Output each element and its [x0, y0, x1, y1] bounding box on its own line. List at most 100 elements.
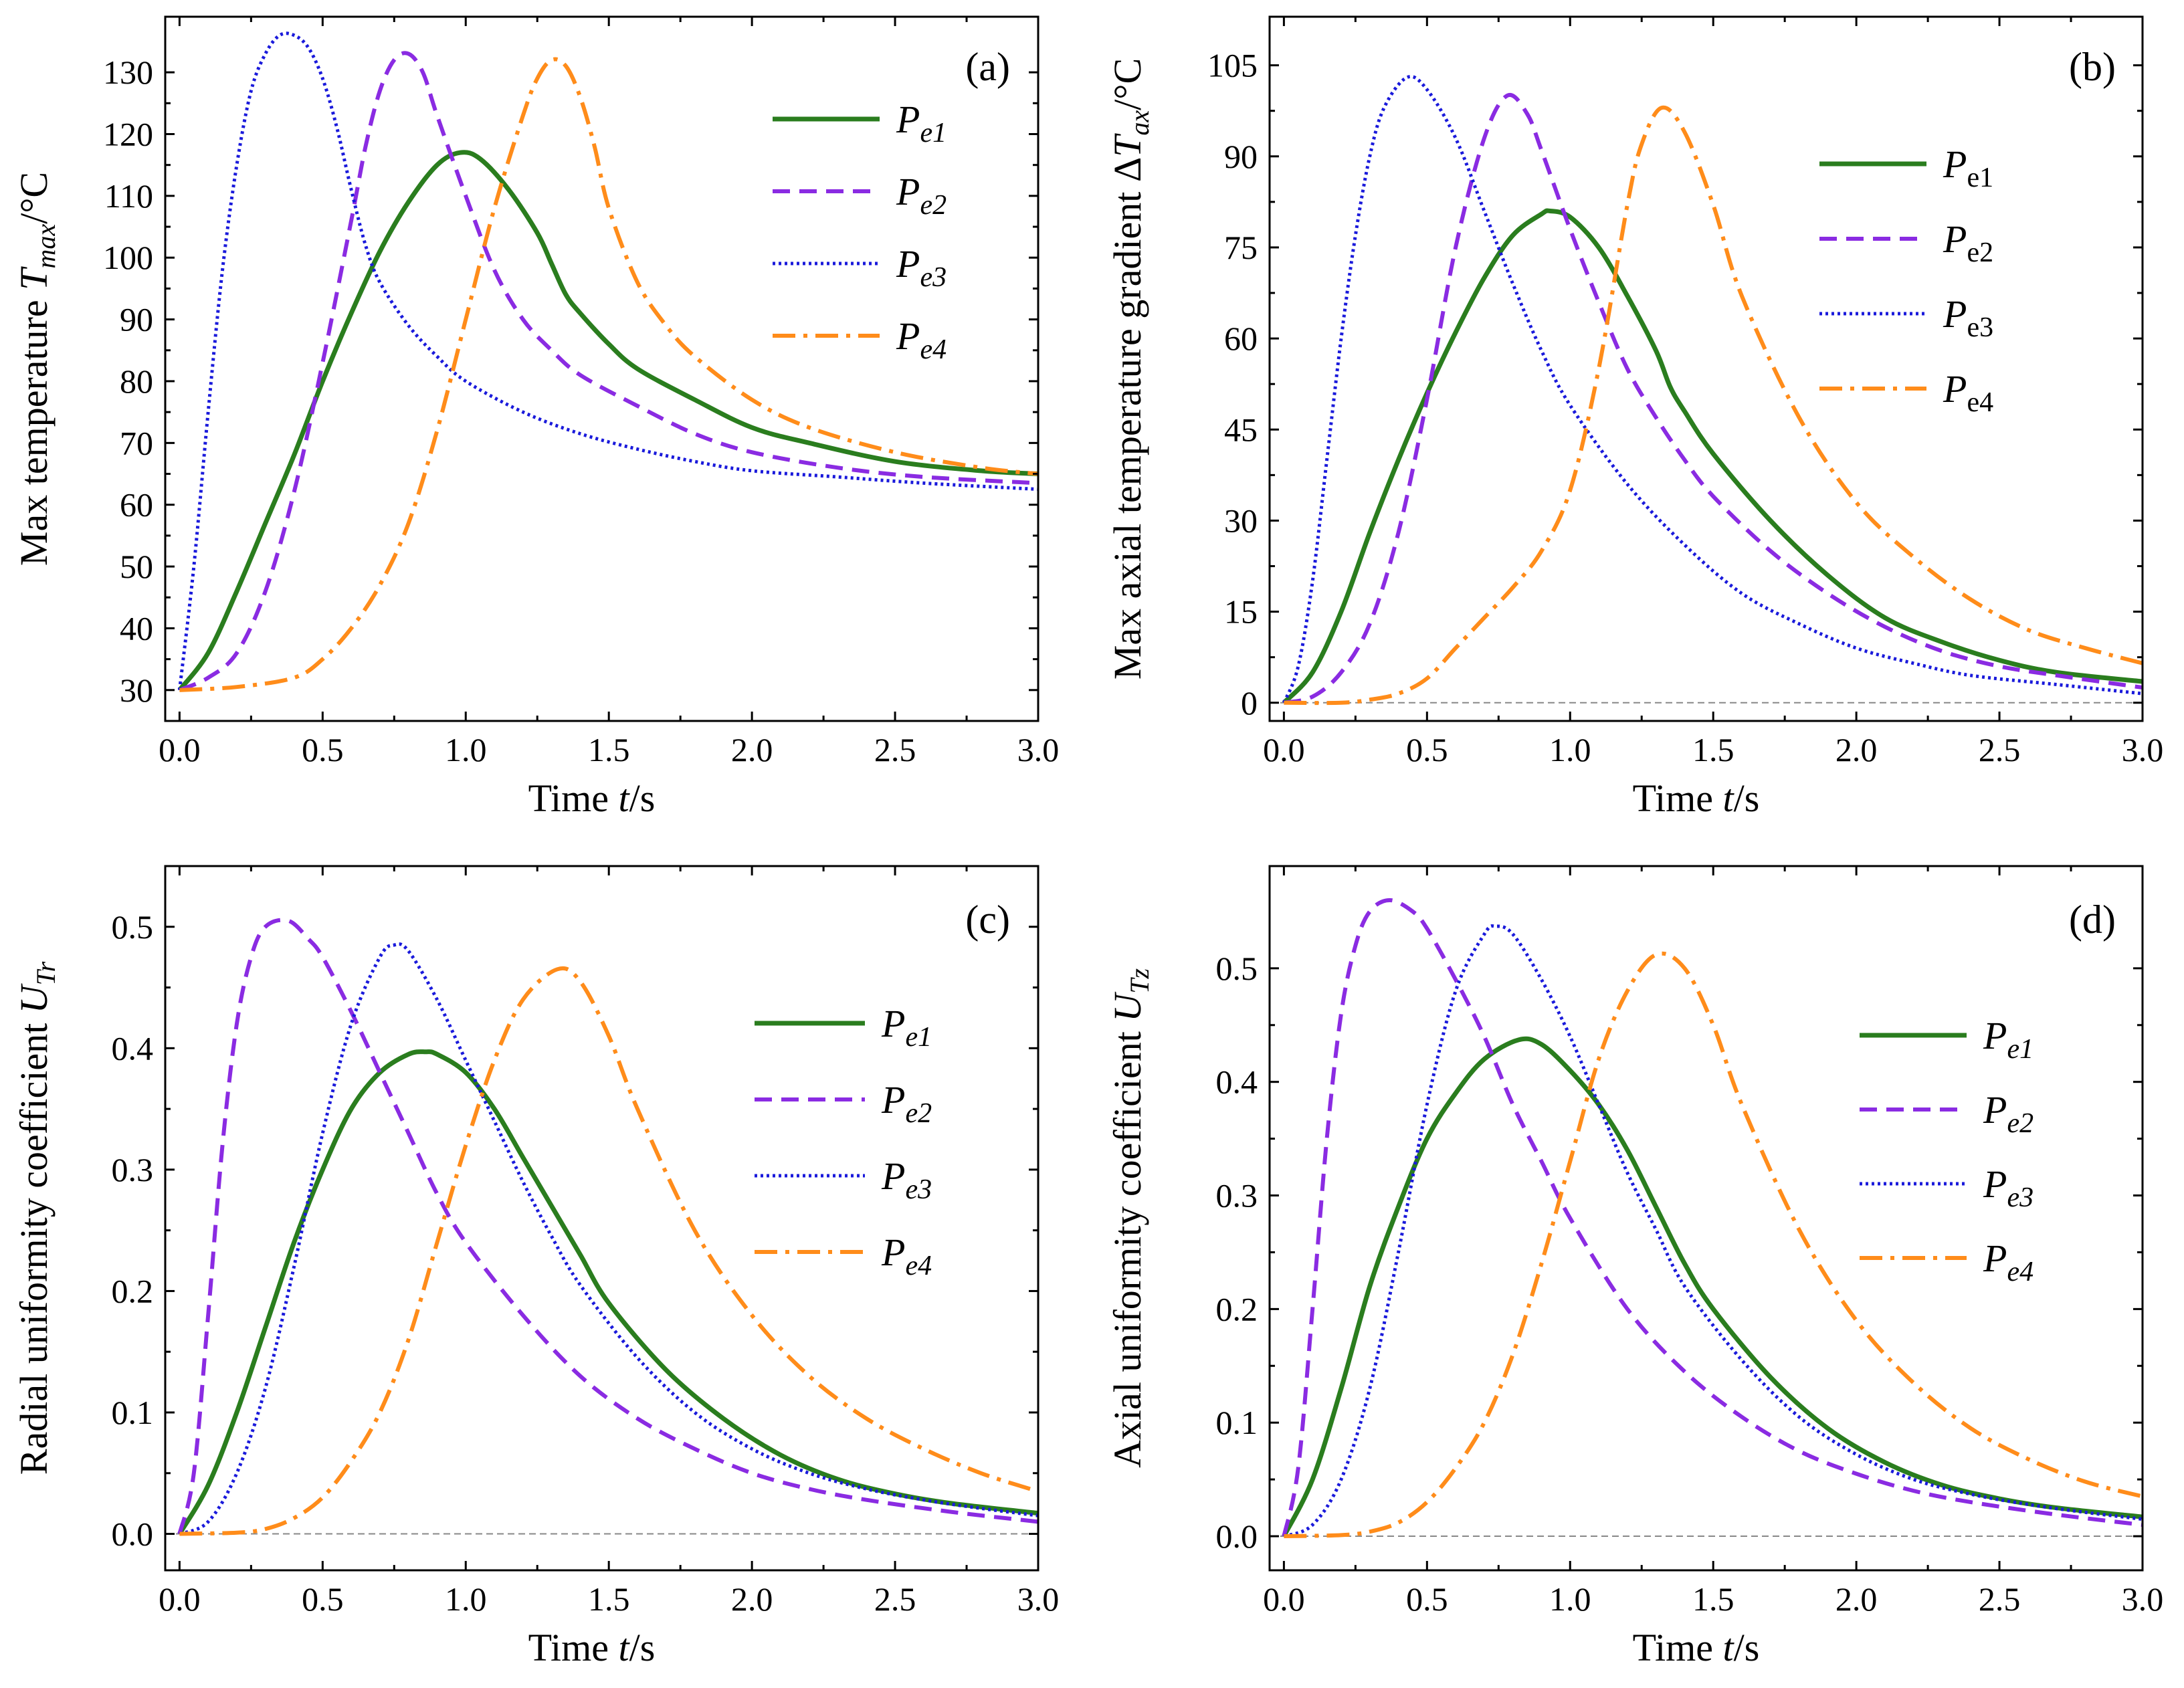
y-axis-title: Max temperature Tmax/°C — [12, 172, 61, 566]
legend-label-pe3: Pe3 — [1983, 1162, 2033, 1213]
series-line-pe3 — [1283, 924, 2143, 1538]
y-tick-label: 30 — [1224, 502, 1258, 539]
legend: Pe1 Pe2 Pe3 Pe4 — [1819, 142, 1993, 418]
legend-label-pe3: Pe3 — [1943, 292, 1993, 343]
series-line-pe1 — [177, 150, 1038, 692]
series-group — [1282, 898, 2143, 1539]
legend: Pe1 Pe2 Pe3 Pe4 — [773, 98, 947, 365]
series-line-pe3 — [177, 31, 1038, 691]
x-tick-label: 3.0 — [2122, 731, 2164, 768]
legend-label-pe1: Pe1 — [1983, 1014, 2033, 1065]
x-tick-label: 2.5 — [1979, 731, 2021, 768]
y-tick-label: 0 — [1241, 684, 1258, 722]
legend: Pe1 Pe2 Pe3 Pe4 — [1860, 1014, 2033, 1287]
x-tick-label: 2.5 — [1979, 1580, 2021, 1618]
series-group — [177, 31, 1038, 692]
y-tick-label: 120 — [103, 116, 153, 153]
x-tick-label: 2.0 — [731, 731, 773, 768]
x-tick-label: 0.5 — [302, 731, 344, 768]
x-tick-label: 1.0 — [445, 1580, 487, 1618]
panel-d: 0.0 0.5 1.0 1.5 2.0 2.5 3.0 0.0 0.1 0.2 0.3 0.4 0.5 T… — [1106, 865, 2164, 1669]
x-tick-label: 2.0 — [1835, 731, 1878, 768]
series-line-pe2 — [1283, 92, 2143, 705]
y-tick-label: 0.4 — [112, 1029, 154, 1067]
y-tick-label: 0.5 — [112, 908, 154, 946]
x-tick-label: 0.5 — [302, 1580, 344, 1618]
legend-label-pe2: Pe2 — [1983, 1088, 2033, 1139]
y-tick-label: 75 — [1224, 229, 1258, 266]
x-tick-label: 0.5 — [1406, 1580, 1448, 1618]
x-tick-label: 0.0 — [1263, 731, 1305, 768]
y-tick-label: 0.1 — [112, 1394, 154, 1431]
y-axis-title: Axial uniformity coefficient UTz​ — [1106, 968, 1155, 1468]
panel-b: 0.0 0.5 1.0 1.5 2.0 2.5 3.0 0 15 30 45 60 75 90 105 Tim… — [1106, 15, 2164, 820]
y-tick-label: 0.1 — [1216, 1404, 1258, 1441]
x-tick-label: 1.5 — [1692, 731, 1734, 768]
y-tick-label: 90 — [1224, 138, 1258, 175]
x-tick-label: 3.0 — [1017, 731, 1060, 768]
x-tick-label: 2.0 — [731, 1580, 773, 1618]
plot-frame — [164, 865, 1039, 1572]
legend-label-pe1: Pe1 — [1943, 142, 1993, 193]
legend-label-pe4: Pe4 — [896, 314, 947, 365]
series-group — [177, 918, 1038, 1536]
y-tick-label: 0.4 — [1216, 1063, 1258, 1101]
legend-label-pe2: Pe2 — [896, 170, 947, 221]
x-tick-label: 0.0 — [159, 1580, 201, 1618]
x-tick-label: 0.5 — [1406, 731, 1448, 768]
x-axis-title: Time t/s — [528, 1626, 656, 1669]
legend-label-pe4: Pe4 — [881, 1231, 932, 1281]
x-tick-label: 1.0 — [1549, 1580, 1591, 1618]
series-line-pe2 — [179, 51, 1038, 692]
y-tick-label: 0.3 — [112, 1151, 154, 1188]
y-tick-label: 110 — [104, 177, 153, 215]
legend: Pe1 Pe2 Pe3 Pe4 — [755, 1002, 932, 1281]
panel-label: (d) — [2069, 898, 2116, 942]
panel-label: (c) — [965, 898, 1010, 942]
panel-c: 0.0 0.5 1.0 1.5 2.0 2.5 3.0 0.0 0.1 0.2 0.3 0.4 0.5 T… — [12, 865, 1059, 1669]
y-tick-label: 0.3 — [1216, 1177, 1258, 1215]
y-tick-label: 0.0 — [1216, 1517, 1258, 1555]
y-tick-label: 50 — [120, 548, 153, 585]
x-tick-label: 2.0 — [1835, 1580, 1878, 1618]
series-line-pe1 — [1282, 1036, 2143, 1538]
x-tick-label: 2.5 — [874, 1580, 916, 1618]
y-tick-label: 80 — [120, 362, 153, 400]
y-tick-label: 40 — [120, 609, 153, 647]
series-line-pe4 — [179, 57, 1038, 692]
y-axis-title: Radial uniformity coefficient UTr​ — [12, 961, 61, 1475]
y-tick-label: 0.2 — [112, 1272, 154, 1309]
y-tick-label: 0.5 — [1216, 950, 1258, 987]
legend-label-pe1: Pe1 — [881, 1002, 932, 1053]
x-tick-label: 2.5 — [874, 731, 916, 768]
legend-label-pe2: Pe2 — [1943, 217, 1993, 268]
series-line-pe1 — [177, 1049, 1038, 1536]
legend-label-pe2: Pe2 — [881, 1078, 932, 1129]
panel-a: 0.0 0.5 1.0 1.5 2.0 2.5 3.0 30 40 50 60 70 80 90 100 11… — [12, 15, 1060, 820]
x-tick-label: 0.0 — [159, 731, 201, 768]
plot-frame — [1268, 15, 2144, 722]
y-tick-label: 130 — [103, 54, 153, 91]
series-line-pe4 — [1284, 105, 2143, 706]
y-tick-label: 60 — [120, 486, 153, 524]
series-line-pe2 — [177, 918, 1038, 1535]
panel-label: (a) — [965, 45, 1010, 89]
legend-label-pe3: Pe3 — [896, 242, 947, 293]
legend-label-pe3: Pe3 — [881, 1154, 932, 1205]
x-tick-label: 1.0 — [445, 731, 487, 768]
y-tick-label: 0.0 — [112, 1515, 154, 1553]
x-tick-label: 1.0 — [1549, 731, 1591, 768]
x-tick-label: 3.0 — [2122, 1580, 2164, 1618]
legend-label-pe4: Pe4 — [1983, 1237, 2033, 1287]
panel-label: (b) — [2069, 45, 2116, 89]
series-line-pe4 — [179, 966, 1038, 1536]
y-tick-label: 90 — [120, 301, 153, 338]
y-tick-label: 30 — [120, 671, 153, 709]
x-axis-title: Time t/s — [1633, 776, 1760, 820]
y-tick-label: 105 — [1207, 47, 1258, 84]
y-tick-label: 60 — [1224, 320, 1258, 357]
series-line-pe3 — [179, 942, 1038, 1536]
y-tick-label: 100 — [103, 239, 153, 276]
plot-frame — [1268, 865, 2144, 1572]
